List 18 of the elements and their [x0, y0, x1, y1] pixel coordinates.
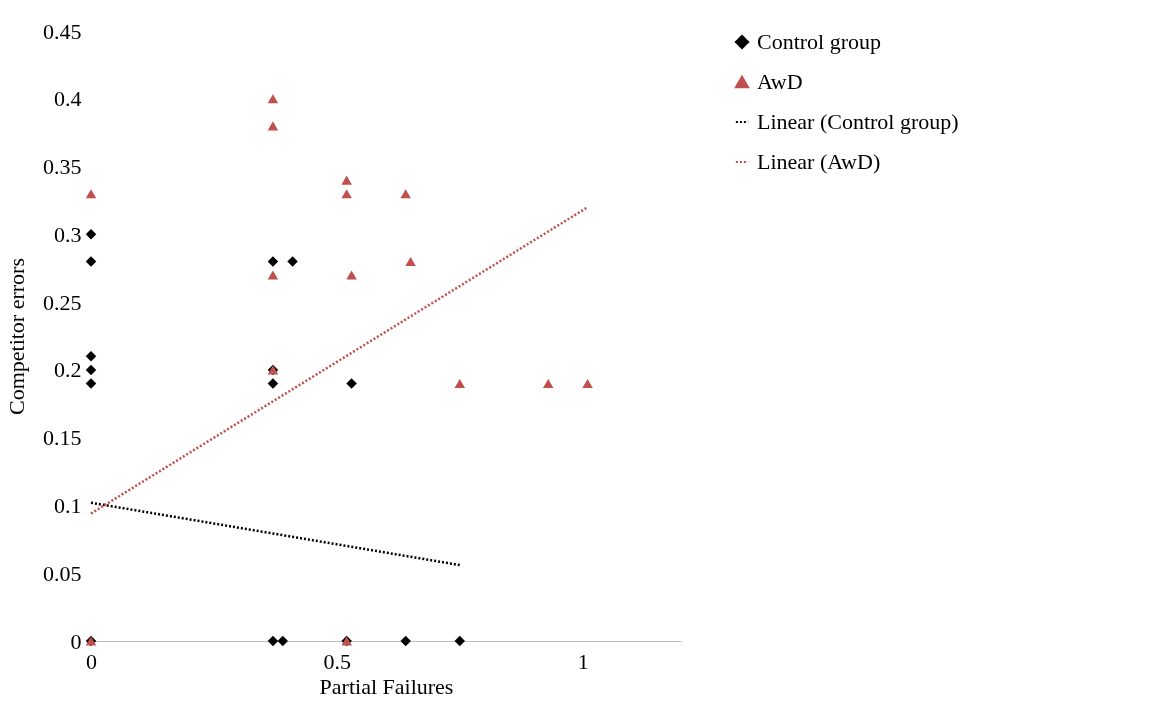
x-axis-title: Partial Failures	[319, 673, 454, 699]
legend-label: AwD	[757, 69, 803, 94]
legend-label: Control group	[757, 29, 882, 54]
legend-label: Linear (AwD)	[757, 149, 881, 174]
x-tick-label: 1	[577, 648, 589, 674]
y-tick-label: 0.3	[54, 221, 82, 247]
y-tick-label: 0.05	[43, 560, 82, 586]
y-tick-label: 0.4	[54, 86, 82, 112]
y-tick-label: 0.25	[43, 289, 82, 315]
y-tick-label: 0.35	[43, 154, 82, 180]
y-tick-label: 0.2	[54, 357, 82, 383]
y-tick-label: 0	[70, 628, 82, 654]
y-tick-label: 0.1	[54, 492, 82, 518]
y-axis-title: Competitor errors	[4, 257, 29, 416]
y-tick-label: 0.15	[43, 425, 82, 451]
x-tick-label: 0.5	[323, 648, 352, 674]
legend-label: Linear (Control group)	[757, 109, 959, 134]
y-tick-label: 0.45	[43, 18, 82, 44]
